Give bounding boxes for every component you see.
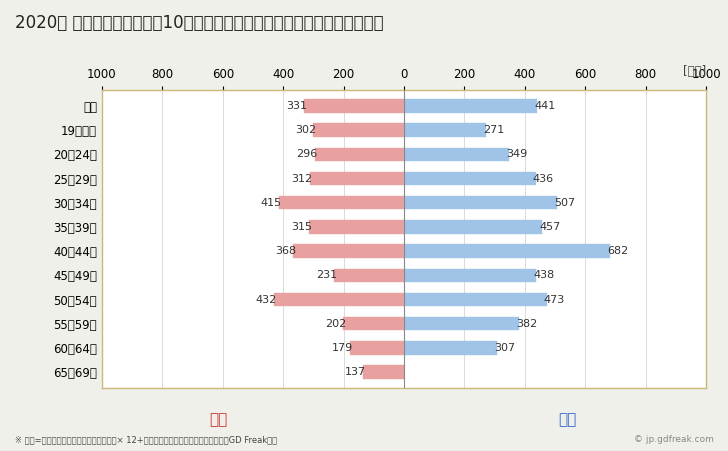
Text: 457: 457: [539, 222, 561, 232]
Bar: [404, 147, 510, 161]
Bar: [293, 244, 404, 258]
Bar: [309, 220, 404, 234]
Bar: [404, 244, 610, 258]
Bar: [404, 341, 496, 354]
Text: 312: 312: [292, 174, 313, 184]
Text: 436: 436: [533, 174, 554, 184]
Text: ※ 年収=「きまって支給する現金給与額」× 12+「年間賞与その他特別給与額」としてGD Freak推計: ※ 年収=「きまって支給する現金給与額」× 12+「年間賞与その他特別給与額」と…: [15, 435, 277, 444]
Text: 368: 368: [274, 246, 296, 256]
Bar: [274, 293, 404, 306]
Text: 382: 382: [516, 319, 538, 329]
Bar: [404, 99, 537, 113]
Bar: [343, 317, 404, 331]
Text: 202: 202: [325, 319, 346, 329]
Text: [万円]: [万円]: [683, 65, 706, 78]
Text: 307: 307: [494, 343, 515, 353]
Text: 507: 507: [554, 198, 575, 208]
Bar: [304, 99, 404, 113]
Text: 682: 682: [607, 246, 628, 256]
Text: 男性: 男性: [558, 412, 577, 427]
Bar: [404, 317, 520, 331]
Bar: [404, 293, 547, 306]
Text: 315: 315: [291, 222, 312, 232]
Text: 231: 231: [316, 270, 337, 281]
Text: 302: 302: [295, 125, 316, 135]
Bar: [404, 269, 537, 282]
Text: © jp.gdfreak.com: © jp.gdfreak.com: [633, 435, 713, 444]
Text: 438: 438: [534, 270, 555, 281]
Text: 415: 415: [261, 198, 282, 208]
Bar: [350, 341, 404, 354]
Bar: [334, 269, 404, 282]
Text: 137: 137: [344, 367, 365, 377]
Text: 441: 441: [534, 101, 555, 111]
Bar: [310, 172, 404, 185]
Text: 432: 432: [256, 295, 277, 304]
Text: 331: 331: [286, 101, 307, 111]
Text: 179: 179: [332, 343, 353, 353]
Bar: [404, 124, 486, 137]
Text: 女性: 女性: [209, 412, 228, 427]
Text: 2020年 民間企業（従業者数10人以上）フルタイム労働者の男女別平均年収: 2020年 民間企業（従業者数10人以上）フルタイム労働者の男女別平均年収: [15, 14, 383, 32]
Text: 473: 473: [544, 295, 565, 304]
Bar: [363, 365, 404, 379]
Bar: [404, 196, 557, 209]
Text: 271: 271: [483, 125, 505, 135]
Bar: [314, 147, 404, 161]
Bar: [404, 220, 542, 234]
Text: 296: 296: [296, 149, 317, 159]
Bar: [279, 196, 404, 209]
Bar: [404, 172, 536, 185]
Bar: [313, 124, 404, 137]
Text: 349: 349: [507, 149, 528, 159]
